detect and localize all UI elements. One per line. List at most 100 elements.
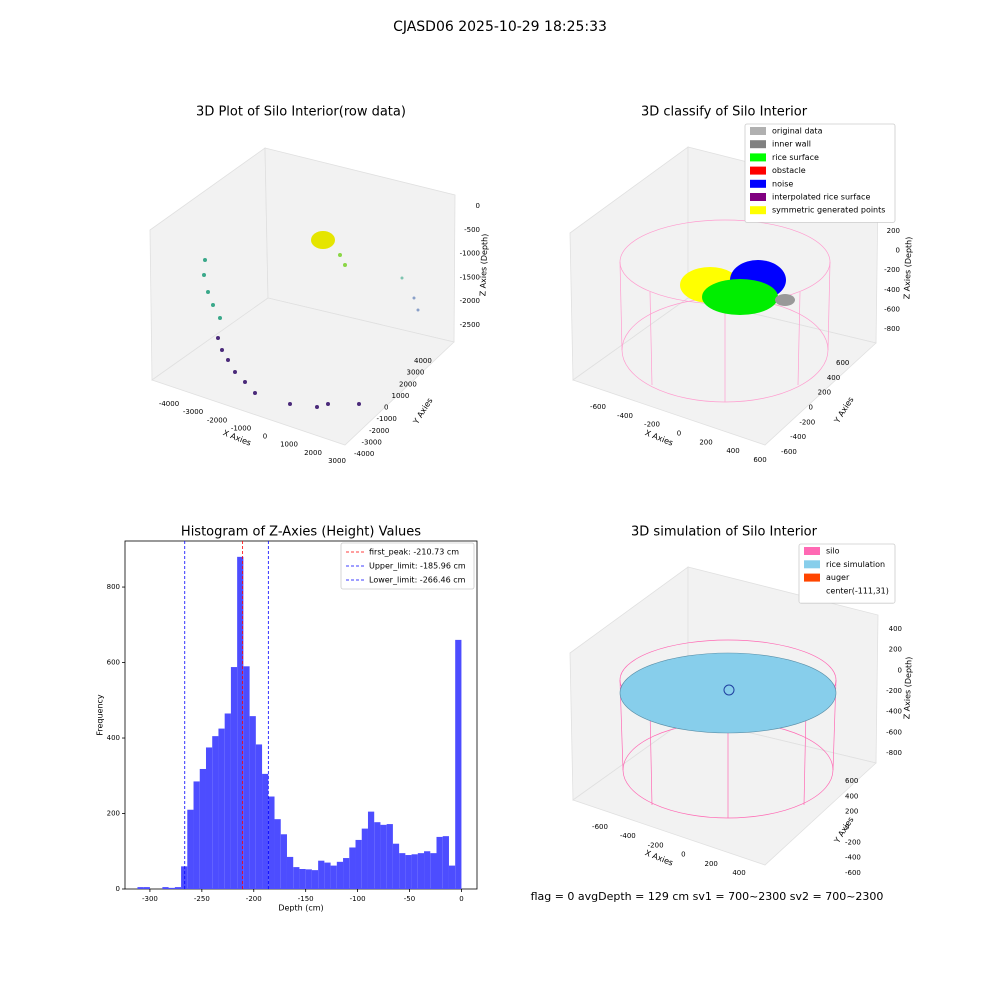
y-tick-label: -600 (845, 869, 861, 877)
y-tick-label: 0 (809, 404, 813, 412)
legend-label: noise (772, 179, 793, 188)
chart-title: Histogram of Z-Axies (Height) Values (181, 525, 421, 540)
bar (455, 639, 462, 889)
x-axis-label: X Axies (644, 428, 675, 447)
legend-swatch (750, 127, 766, 135)
bar (442, 836, 449, 889)
y-tick-label: 2000 (399, 380, 417, 388)
y-tick-label: 4000 (414, 357, 432, 365)
y-tick-label: -200 (845, 838, 861, 846)
legend-label: first_peak: -210.73 cm (369, 548, 459, 557)
legend-label: inner wall (772, 140, 811, 149)
x-tick-label: -300 (142, 895, 158, 903)
pane (572, 717, 877, 866)
x-tick-label: 200 (699, 438, 712, 446)
z-tick-label: 400 (889, 625, 902, 633)
z-axis-label: Z Axies (Depth) (902, 237, 913, 300)
y-tick-label: 400 (107, 734, 120, 742)
legend-swatch (750, 193, 766, 201)
rice-surface (619, 652, 837, 734)
legend-swatch (804, 560, 820, 569)
bar (367, 811, 375, 889)
y-tick-label: 3000 (407, 369, 425, 377)
bar (193, 781, 200, 889)
z-tick-label: -600 (884, 305, 900, 313)
bar (448, 865, 456, 889)
bar (405, 855, 412, 889)
legend-swatch (750, 206, 766, 215)
x-tick-label: -250 (194, 895, 210, 903)
x-tick-label: -100 (350, 895, 366, 903)
chart-title: 3D Plot of Silo Interior(row data) (196, 105, 406, 120)
legend-swatch (804, 547, 820, 555)
y-tick-label: -600 (781, 448, 797, 456)
legend-label: rice surface (772, 153, 819, 162)
z-tick-label: -1500 (460, 273, 480, 281)
y-tick-label: 600 (836, 359, 849, 367)
bar (330, 865, 337, 889)
bar (268, 796, 275, 889)
bar (299, 868, 306, 889)
legend-label: auger (826, 573, 850, 582)
bar (424, 851, 431, 889)
x-tick-label: -150 (298, 895, 314, 903)
z-axis-label: Z Axies (Depth) (478, 234, 489, 297)
bar (311, 870, 319, 889)
z-tick-label: -200 (884, 266, 900, 274)
y-axis-label: Y Axies (832, 395, 856, 425)
bar (430, 853, 437, 889)
z-tick-label: -2000 (460, 297, 480, 305)
bar (293, 867, 300, 889)
z-tick-label: -800 (886, 749, 902, 757)
bar (286, 856, 294, 889)
legend-label: interpolated rice surface (772, 193, 870, 202)
bar (181, 866, 188, 889)
y-tick-label: -2000 (369, 427, 389, 435)
bar (392, 843, 400, 889)
axes-frame (124, 540, 478, 890)
y-tick-label: 200 (107, 810, 120, 818)
x-tick-label: -600 (590, 403, 606, 411)
bar (143, 887, 150, 889)
legend-box (744, 123, 896, 223)
x-tick-label: -200 (644, 421, 660, 429)
y-tick-label: 200 (818, 389, 831, 397)
y-tick-label: 200 (845, 808, 858, 816)
bar (417, 853, 425, 889)
y-axis-label: Frequency (96, 694, 105, 736)
y-tick-label: 0 (116, 885, 120, 893)
bar (274, 819, 281, 889)
z-tick-label: -1000 (460, 250, 480, 258)
bar (187, 809, 194, 889)
panel-3d-raw (149, 147, 456, 446)
z-tick-label: 200 (887, 227, 900, 235)
legend-swatch (804, 573, 820, 582)
x-tick-label: -4000 (159, 400, 179, 408)
bar (218, 728, 225, 889)
z-tick-label: 0 (476, 202, 480, 210)
x-tick-label: 400 (732, 869, 745, 877)
x-tick-label: 600 (753, 456, 766, 464)
bar (199, 768, 206, 889)
chart-title: 3D classify of Silo Interior (641, 105, 808, 120)
legend-swatch (750, 166, 766, 175)
y-tick-label: 800 (107, 583, 120, 591)
point-cluster (702, 279, 778, 315)
bar (336, 861, 344, 889)
x-tick-label: -400 (620, 832, 636, 840)
bar (380, 824, 387, 889)
bar (174, 887, 182, 889)
chart-title: 3D simulation of Silo Interior (631, 525, 818, 540)
point-cluster (311, 231, 335, 249)
z-tick-label: -500 (464, 226, 480, 234)
bar (162, 887, 169, 889)
x-tick-label: 0 (681, 851, 685, 859)
legend-box (340, 542, 475, 590)
y-tick-label: -200 (799, 418, 815, 426)
point-cluster (775, 294, 795, 306)
legend-label: obstacle (772, 166, 806, 175)
bar (205, 747, 213, 889)
x-tick-label: 0 (677, 430, 681, 438)
bar (255, 744, 263, 889)
